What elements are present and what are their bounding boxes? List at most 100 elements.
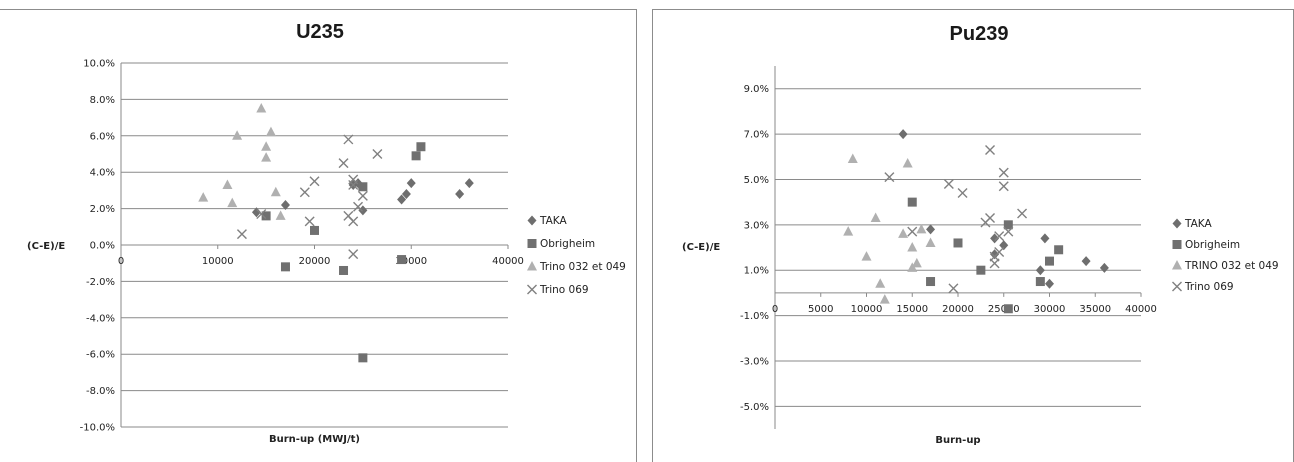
- data-point: [999, 240, 1009, 251]
- data-point: [280, 199, 290, 210]
- data-point: [926, 277, 936, 287]
- legend-item: TAKA: [1172, 218, 1212, 230]
- data-point: [401, 189, 411, 200]
- x-tick-label: 10000: [202, 256, 234, 267]
- data-point: [953, 238, 963, 248]
- legend-item: Obrigheim: [527, 238, 595, 250]
- y-tick-label: -3.0%: [740, 356, 769, 367]
- y-tick-label: 7.0%: [744, 130, 769, 141]
- y-tick-label: -8.0%: [86, 386, 115, 397]
- data-point: [455, 189, 465, 200]
- data-point: [256, 103, 267, 113]
- data-point: [222, 179, 233, 189]
- legend-marker: [527, 261, 537, 271]
- data-point: [907, 242, 918, 252]
- legend-label: Obrigheim: [540, 238, 595, 250]
- data-point: [353, 201, 364, 212]
- data-point: [357, 190, 368, 201]
- data-point: [406, 178, 416, 189]
- data-point: [943, 178, 954, 189]
- data-point: [227, 197, 238, 208]
- data-point: [870, 212, 881, 223]
- data-point: [1054, 245, 1064, 255]
- legend-marker: [527, 215, 537, 226]
- data-point: [348, 249, 359, 260]
- y-axis-label: (C-E)/E: [682, 242, 720, 253]
- legend-label: TRINO 032 et 049: [1184, 260, 1279, 272]
- data-point: [265, 126, 276, 137]
- data-point: [236, 229, 247, 240]
- data-point: [843, 226, 854, 236]
- x-tick-label: 40000: [492, 256, 524, 267]
- data-point: [339, 265, 349, 275]
- x-tick-label: 35000: [1079, 304, 1111, 315]
- data-point: [985, 144, 996, 155]
- y-tick-label: 0.0%: [90, 241, 115, 252]
- data-point: [847, 153, 858, 164]
- legend-marker: [527, 239, 537, 248]
- data-point: [261, 211, 271, 221]
- x-tick-label: 0: [118, 256, 124, 267]
- data-point: [976, 265, 986, 275]
- data-point: [261, 152, 272, 162]
- data-point: [261, 141, 272, 151]
- x-tick-label: 30000: [395, 256, 427, 267]
- data-point: [1017, 208, 1028, 219]
- series-triangle: [843, 153, 936, 304]
- data-point: [251, 207, 261, 218]
- chart-frame: [0, 9, 637, 462]
- data-point: [879, 294, 890, 304]
- data-point: [989, 258, 1000, 269]
- data-point: [911, 257, 922, 268]
- data-point: [198, 192, 209, 202]
- x-tick-label: 30000: [1034, 304, 1066, 315]
- legend-marker: [527, 284, 537, 295]
- legend-marker: [1172, 218, 1182, 229]
- legend-label: Trino 069: [1184, 281, 1234, 293]
- legend-label: Obrigheim: [1185, 239, 1240, 251]
- data-point: [907, 197, 917, 207]
- data-point: [1003, 220, 1013, 230]
- y-axis-label: (C-E)/E: [27, 241, 65, 252]
- legend-label: Trino 032 et 049: [539, 261, 626, 273]
- data-point: [348, 216, 359, 227]
- chart-title: U235: [296, 21, 344, 43]
- series-x: [236, 134, 383, 260]
- data-point: [338, 158, 349, 169]
- x-tick-label: 40000: [1125, 304, 1157, 315]
- legend-marker: [1172, 281, 1182, 292]
- data-point: [925, 237, 936, 247]
- data-point: [358, 353, 368, 363]
- y-tick-label: -10.0%: [80, 423, 115, 434]
- x-tick-label: 15000: [896, 304, 928, 315]
- data-point: [397, 194, 407, 205]
- data-point: [994, 247, 1005, 258]
- data-point: [861, 251, 872, 261]
- data-point: [304, 216, 315, 227]
- data-point: [926, 224, 936, 235]
- y-tick-label: 6.0%: [90, 131, 115, 142]
- u235-chart-svg: U235 10.0% 8.0% 6.0% 4.0% 2.0% 0.0% -2.0% -4.0% -…: [27, 21, 626, 445]
- y-tick-label: 9.0%: [744, 84, 769, 95]
- data-point: [358, 205, 368, 216]
- y-tick-label: -5.0%: [740, 402, 769, 413]
- data-point: [1045, 256, 1054, 266]
- data-point: [343, 134, 354, 145]
- legend-item: Trino 069: [1172, 281, 1234, 293]
- data-point: [348, 179, 359, 190]
- data-point: [310, 225, 319, 235]
- y-tick-label: 2.0%: [90, 204, 115, 215]
- chart-title: Pu239: [950, 23, 1009, 45]
- legend-item: Obrigheim: [1172, 239, 1240, 251]
- data-point: [397, 255, 407, 265]
- data-point: [902, 158, 913, 168]
- legend-marker: [1172, 260, 1182, 270]
- data-point: [232, 130, 243, 140]
- data-point: [1035, 277, 1045, 287]
- data-point: [299, 187, 310, 198]
- data-point: [411, 151, 421, 161]
- legend-item: TAKA: [527, 215, 567, 227]
- x-tick-label: 25000: [988, 304, 1020, 315]
- data-point: [416, 142, 426, 152]
- y-tick-label: -6.0%: [86, 350, 115, 361]
